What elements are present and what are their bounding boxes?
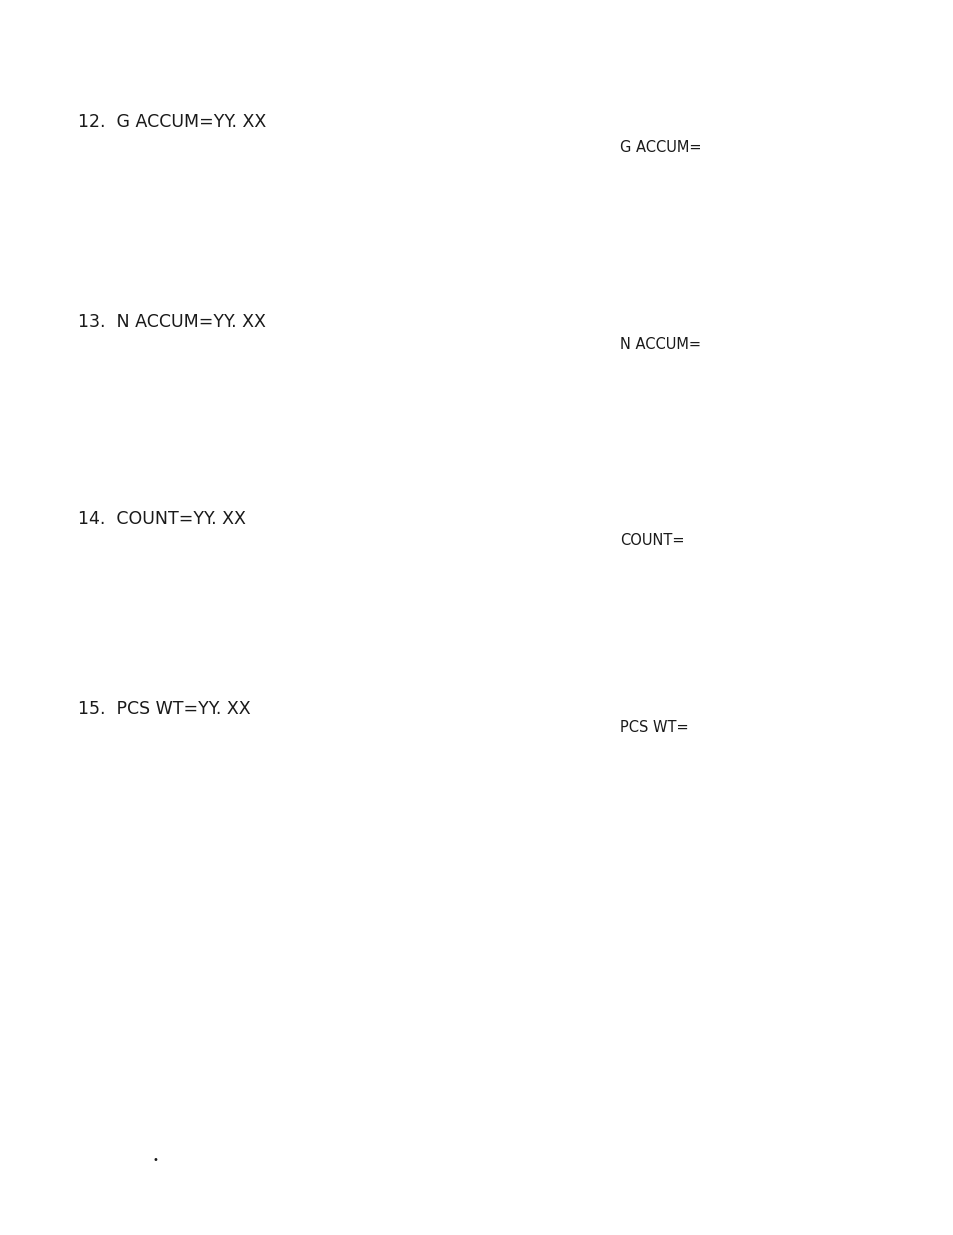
Text: 12.  G ACCUM=YY. XX: 12. G ACCUM=YY. XX bbox=[78, 112, 266, 131]
Text: •: • bbox=[152, 1155, 158, 1165]
Text: 13.  N ACCUM=YY. XX: 13. N ACCUM=YY. XX bbox=[78, 312, 266, 331]
Text: 14.  COUNT=YY. XX: 14. COUNT=YY. XX bbox=[78, 510, 246, 529]
Text: 15.  PCS WT=YY. XX: 15. PCS WT=YY. XX bbox=[78, 700, 251, 718]
Text: PCS WT=: PCS WT= bbox=[619, 720, 688, 735]
Text: N ACCUM=: N ACCUM= bbox=[619, 337, 700, 352]
Text: COUNT=: COUNT= bbox=[619, 534, 684, 548]
Text: G ACCUM=: G ACCUM= bbox=[619, 140, 700, 156]
